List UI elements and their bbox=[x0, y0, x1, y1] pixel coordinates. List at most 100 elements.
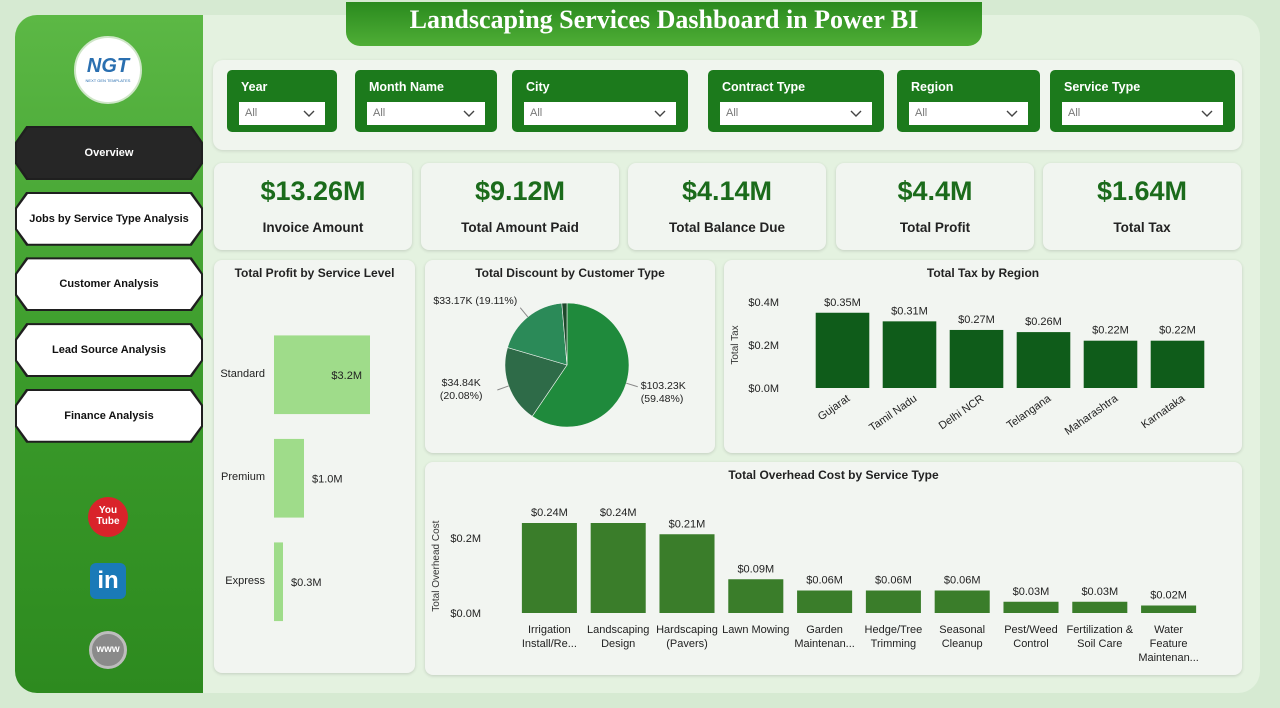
nav-button-face: Customer Analysis bbox=[17, 259, 201, 310]
nav-button[interactable]: Overview bbox=[15, 126, 203, 180]
filter-value: All bbox=[373, 107, 386, 119]
chevron-path bbox=[850, 110, 862, 117]
nav-label: Jobs by Service Type Analysis bbox=[29, 212, 189, 225]
logo: NGT NEXT GEN TEMPLATES bbox=[74, 36, 142, 104]
chevron-path bbox=[1006, 110, 1018, 117]
chart-title: Total Discount by Customer Type bbox=[475, 266, 665, 280]
linkedin-icon[interactable]: in bbox=[90, 563, 126, 599]
y-axis-title: Total Tax bbox=[730, 325, 741, 364]
x-tick-label: Gujarat bbox=[816, 393, 852, 424]
value-label: $0.31M bbox=[891, 305, 928, 317]
x-tick-label: Karnataka bbox=[1139, 392, 1188, 431]
kpi-label: Total Balance Due bbox=[668, 220, 786, 235]
chevron-path bbox=[463, 110, 475, 117]
value-label: $0.06M bbox=[875, 575, 912, 587]
dashboard-title: Landscaping Services Dashboard in Power … bbox=[409, 5, 919, 34]
pie-slice bbox=[561, 302, 568, 366]
bar bbox=[1016, 332, 1071, 388]
bar bbox=[274, 335, 370, 415]
bar bbox=[1083, 340, 1138, 388]
filter-box: Service Type All bbox=[1050, 70, 1235, 132]
kpi-value: $9.12M bbox=[474, 176, 566, 206]
nav-button-face: Lead Source Analysis bbox=[17, 325, 201, 376]
chevron bbox=[850, 110, 862, 117]
slice-label: $103.23K (59.48%) bbox=[640, 379, 686, 405]
nav-label: Lead Source Analysis bbox=[52, 344, 166, 357]
x-tick-label: Telangana bbox=[1005, 392, 1054, 431]
value-label: $0.27M bbox=[958, 314, 995, 326]
chevron-path bbox=[1201, 110, 1213, 117]
filter-dropdown[interactable]: All bbox=[524, 102, 676, 125]
category-label: Standard bbox=[220, 367, 265, 380]
filter-box: City All bbox=[512, 70, 688, 132]
filter-value: All bbox=[1068, 107, 1081, 119]
chart-panel: $0.0M $0.2M $0.4M Total Tax $0.35M Gujarat $0.… bbox=[724, 260, 1242, 453]
bar bbox=[728, 579, 784, 613]
value-label: $0.21M bbox=[669, 518, 706, 530]
value-label: $0.09M bbox=[737, 563, 774, 575]
kpi-card: $4.4M Total Profit bbox=[836, 163, 1034, 250]
y-tick-label: $0.4M bbox=[748, 297, 779, 309]
y-tick-label: $0.2M bbox=[450, 533, 481, 545]
filter-value: All bbox=[726, 107, 739, 119]
bar bbox=[1003, 601, 1059, 613]
x-tick-label: Hardscaping (Pavers) bbox=[656, 624, 718, 650]
filter-dropdown[interactable]: All bbox=[720, 102, 872, 125]
kpi-label: Total Profit bbox=[899, 220, 971, 235]
x-tick-label: Hedge/Tree Trimming bbox=[864, 624, 923, 650]
nav-button[interactable]: Finance Analysis bbox=[15, 388, 203, 443]
x-tick-label: Tamil Nadu bbox=[867, 393, 919, 434]
x-tick-label: Garden Maintenan... bbox=[794, 624, 855, 650]
chart: $0.0M $0.2M $0.4M Total Tax $0.35M Gujarat $0.… bbox=[730, 297, 1205, 438]
kpi-label: Total Tax bbox=[1113, 220, 1171, 235]
chevron bbox=[463, 110, 475, 117]
bar bbox=[1072, 601, 1128, 613]
nav-button[interactable]: Customer Analysis bbox=[15, 257, 203, 312]
bar bbox=[521, 523, 577, 613]
category-label: Premium bbox=[220, 471, 265, 484]
y-tick-label: $0.0M bbox=[450, 608, 481, 620]
kpi-value: $4.4M bbox=[897, 176, 973, 206]
nav-label: Finance Analysis bbox=[64, 409, 154, 422]
chart-panel: $0.0M $0.2M Total Overhead Cost $0.24M $0.24… bbox=[425, 462, 1242, 675]
youtube-icon[interactable]: You Tube bbox=[88, 497, 128, 537]
filter-value: All bbox=[245, 107, 258, 119]
pie-slice bbox=[507, 302, 568, 366]
nav-button-face: Finance Analysis bbox=[17, 390, 201, 441]
y-tick-label: $0.0M bbox=[748, 383, 779, 395]
chart-title: Total Overhead Cost by Service Type bbox=[728, 468, 939, 482]
filter-dropdown[interactable]: All bbox=[1062, 102, 1223, 125]
x-tick-label: Delhi NCR bbox=[937, 393, 986, 433]
filter-label: Region bbox=[911, 80, 954, 94]
value-label: $0.24M bbox=[531, 507, 568, 519]
x-tick-label: Lawn Mowing bbox=[722, 624, 790, 636]
filter-value: All bbox=[915, 107, 928, 119]
logo-text: NGT bbox=[86, 55, 130, 77]
y-axis-title: Total Overhead Cost bbox=[431, 520, 442, 611]
bar bbox=[590, 523, 646, 613]
filter-dropdown[interactable]: All bbox=[909, 102, 1028, 125]
web-icon[interactable]: www bbox=[89, 631, 127, 669]
chart-title: Total Profit by Service Level bbox=[234, 266, 395, 280]
bar bbox=[797, 590, 853, 613]
filter-box: Year All bbox=[227, 70, 337, 132]
value-label: $0.03M bbox=[1013, 586, 1050, 598]
slice-label: $34.84K (20.08%) bbox=[439, 376, 483, 402]
nav-button[interactable]: Jobs by Service Type Analysis bbox=[15, 191, 203, 246]
kpi-value: $13.26M bbox=[260, 176, 366, 206]
value-label: $0.22M bbox=[1159, 325, 1196, 337]
chart-panel: $3.2M $1.0M $0.3M Total Profit by Service L… bbox=[214, 260, 415, 673]
kpi-card: $1.64M Total Tax bbox=[1043, 163, 1241, 250]
value-label: $0.03M bbox=[1081, 586, 1118, 598]
nav-button[interactable]: Lead Source Analysis bbox=[15, 323, 203, 378]
value-label: $0.3M bbox=[291, 577, 322, 589]
filter-dropdown[interactable]: All bbox=[239, 102, 325, 125]
value-label: $0.22M bbox=[1092, 325, 1129, 337]
bar bbox=[274, 542, 283, 622]
pie-slice bbox=[531, 302, 630, 428]
x-tick-label: Seasonal Cleanup bbox=[939, 624, 986, 650]
bar bbox=[659, 534, 715, 613]
filter-dropdown[interactable]: All bbox=[367, 102, 485, 125]
x-tick-label: Fertilization & Soil Care bbox=[1066, 624, 1134, 650]
